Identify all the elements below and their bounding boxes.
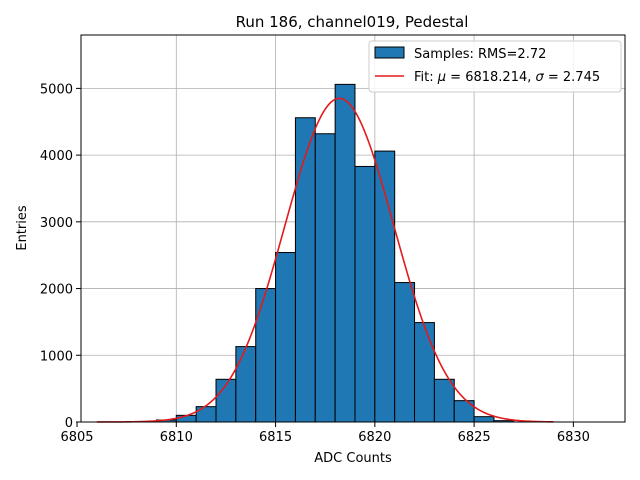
legend-fit-mu-symbol: μ <box>437 70 446 85</box>
histogram-bar <box>314 133 336 423</box>
x-axis-ticks: 6805 6810 6815 6820 6825 6830 <box>60 422 590 445</box>
x-tick-label: 6830 <box>557 430 590 445</box>
y-axis-ticks: 0 1000 2000 3000 4000 5000 <box>40 82 81 431</box>
histogram-bar <box>433 378 455 423</box>
y-tick-label: 2000 <box>40 283 73 298</box>
y-axis-label: Entries <box>15 205 30 251</box>
histogram-bar <box>195 406 217 423</box>
x-tick-label: 6805 <box>60 430 93 445</box>
x-tick-label: 6820 <box>358 430 391 445</box>
y-tick-label: 3000 <box>40 216 73 231</box>
histogram-bar <box>275 252 296 423</box>
legend-label-samples: Samples: RMS=2.72 <box>414 47 546 62</box>
legend-label-fit: Fit: μ = 6818.214, σ = 2.745 <box>414 70 600 85</box>
legend-box <box>368 40 622 93</box>
plot-frame <box>80 34 626 423</box>
histogram-bar <box>394 282 416 423</box>
histogram-bar <box>255 288 277 423</box>
x-tick-label: 6825 <box>458 430 491 445</box>
legend-fit-mu-value: = 6818.214, <box>446 70 535 85</box>
legend-fit-prefix: Fit: <box>414 70 438 85</box>
y-tick-label: 5000 <box>40 82 73 97</box>
legend-fit-sigma-value: = 2.745 <box>544 70 600 85</box>
histogram-bar <box>235 346 257 423</box>
legend-swatch-samples <box>374 46 405 59</box>
y-tick-label: 1000 <box>40 349 73 364</box>
x-tick-label: 6815 <box>259 430 292 445</box>
histogram-bars <box>155 83 515 423</box>
histogram-bar <box>414 322 435 423</box>
histogram-bar <box>294 117 316 423</box>
y-tick-label: 0 <box>65 416 73 431</box>
legend-fit-sigma-symbol: σ <box>536 70 545 85</box>
histogram-bar <box>334 83 356 423</box>
histogram-bar <box>354 165 376 423</box>
histogram-bar <box>473 416 495 423</box>
legend: Samples: RMS=2.72 Fit: μ = 6818.214, σ =… <box>368 40 622 93</box>
chart-title: Run 186, channel019, Pedestal <box>236 13 469 31</box>
y-tick-label: 4000 <box>40 149 73 164</box>
fit-curve <box>96 97 554 423</box>
x-tick-label: 6810 <box>160 430 193 445</box>
x-axis-label: ADC Counts <box>314 451 392 466</box>
